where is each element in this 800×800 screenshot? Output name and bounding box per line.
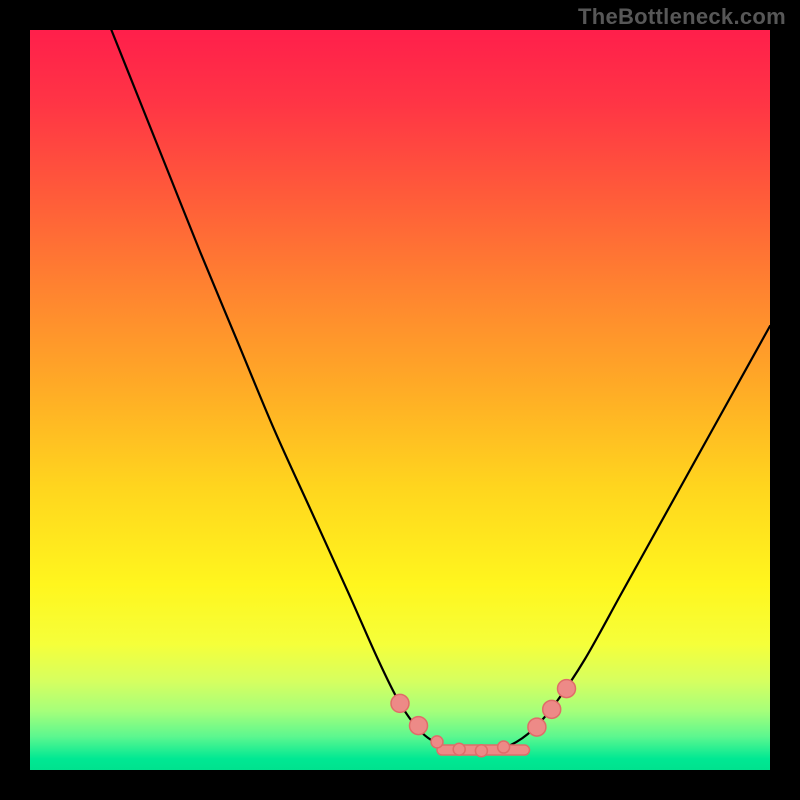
curve-marker bbox=[558, 680, 576, 698]
curve-marker bbox=[475, 745, 487, 757]
curve-marker bbox=[528, 718, 546, 736]
curve-marker bbox=[498, 741, 510, 753]
curve-marker bbox=[453, 743, 465, 755]
plot-gradient-background bbox=[30, 30, 770, 770]
curve-marker bbox=[543, 700, 561, 718]
curve-marker bbox=[391, 694, 409, 712]
chart-frame: TheBottleneck.com bbox=[0, 0, 800, 800]
curve-marker bbox=[431, 736, 443, 748]
bottleneck-chart bbox=[0, 0, 800, 800]
curve-marker bbox=[410, 717, 428, 735]
